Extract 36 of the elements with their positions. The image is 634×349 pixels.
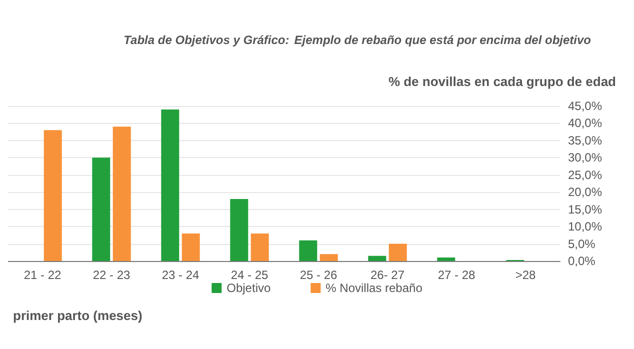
bar xyxy=(112,126,131,261)
bar xyxy=(368,256,386,261)
y-tick-label: 20,0% xyxy=(568,185,602,200)
bar xyxy=(388,244,407,261)
y-tick-label: 15,0% xyxy=(568,202,602,216)
bar xyxy=(230,199,248,261)
x-tick-label: 21 - 22 xyxy=(24,268,62,282)
x-tick-label: >28 xyxy=(515,268,536,282)
x-tick-label: 25 - 26 xyxy=(300,268,338,282)
bar xyxy=(44,130,62,261)
y-tick-label: 5,0% xyxy=(568,236,596,251)
bar xyxy=(320,254,338,261)
legend-label: % Novillas rebaño xyxy=(326,281,423,295)
y-tick-label: 0,0% xyxy=(568,254,596,268)
bar xyxy=(299,240,318,261)
legend-label: Objetivo xyxy=(226,281,271,295)
y-tick-label: 40,0% xyxy=(568,116,602,130)
x-tick-label: 23 - 24 xyxy=(162,268,200,282)
x-tick-label: 22 - 23 xyxy=(92,268,131,282)
bar xyxy=(92,158,110,261)
chart-subtitle: Ejemplo de rebaño que está por encima del objetivo xyxy=(294,33,592,47)
y-tick-label: 30,0% xyxy=(568,150,602,165)
y-tick-label: 10,0% xyxy=(568,220,602,234)
x-tick-label: 27 - 28 xyxy=(438,268,476,282)
bar xyxy=(161,109,180,261)
x-axis-title: primer parto (meses) xyxy=(13,308,142,323)
y-tick-label: 45,0% xyxy=(568,99,602,113)
bar xyxy=(250,233,269,261)
bar xyxy=(182,233,200,261)
bar xyxy=(437,258,456,261)
y-axis-title: % de novillas en cada grupo de edad xyxy=(388,74,616,89)
y-tick-label: 25,0% xyxy=(568,168,602,182)
chart-title: Tabla de Objetivos y Gráfico: xyxy=(124,33,290,47)
x-tick-label: 24 - 25 xyxy=(230,268,269,282)
y-tick-label: 35,0% xyxy=(568,133,602,148)
x-tick-label: 26- 27 xyxy=(370,268,405,282)
